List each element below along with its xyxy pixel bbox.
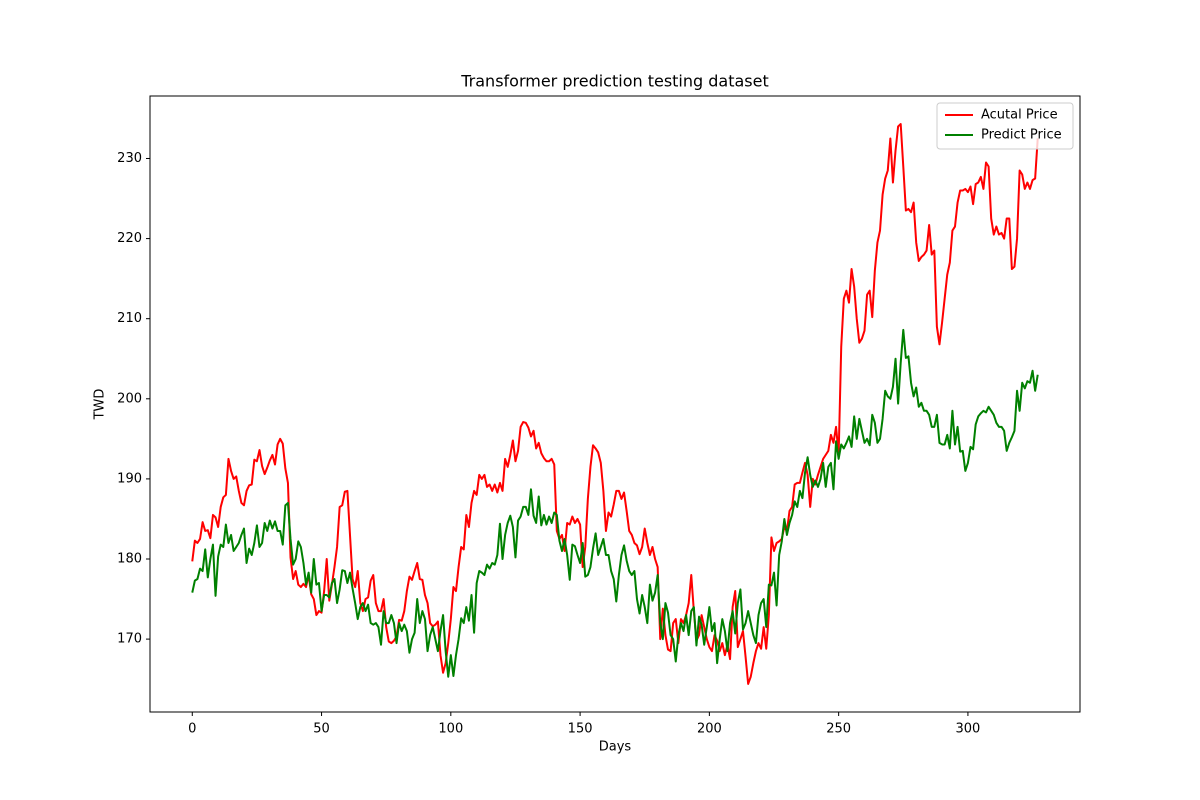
y-tick-label: 220 xyxy=(117,231,142,246)
x-tick-label: 200 xyxy=(697,722,722,737)
axes-frame xyxy=(149,95,1081,713)
x-axis-label: Days xyxy=(599,740,632,755)
y-tick-label: 180 xyxy=(117,552,142,567)
x-tick-label: 100 xyxy=(438,722,463,737)
x-tick-label: 0 xyxy=(188,722,196,737)
data-line xyxy=(191,328,1039,678)
y-tick-label: 210 xyxy=(117,311,142,326)
x-tick-label: 300 xyxy=(956,722,981,737)
plot-area xyxy=(191,123,1039,685)
y-tick-label: 200 xyxy=(117,391,142,406)
y-tick-label: 190 xyxy=(117,471,142,486)
legend-label: Acutal Price xyxy=(981,108,1058,123)
chart-title: Transformer prediction testing dataset xyxy=(460,72,769,91)
x-tick-label: 50 xyxy=(313,722,330,737)
legend-label: Predict Price xyxy=(981,128,1062,143)
y-tick-label: 230 xyxy=(117,151,142,166)
y-tick-label: 170 xyxy=(117,632,142,647)
data-line xyxy=(191,123,1039,685)
x-tick-label: 250 xyxy=(826,722,851,737)
x-tick-label: 150 xyxy=(568,722,593,737)
y-axis-label: TWD xyxy=(93,389,108,421)
